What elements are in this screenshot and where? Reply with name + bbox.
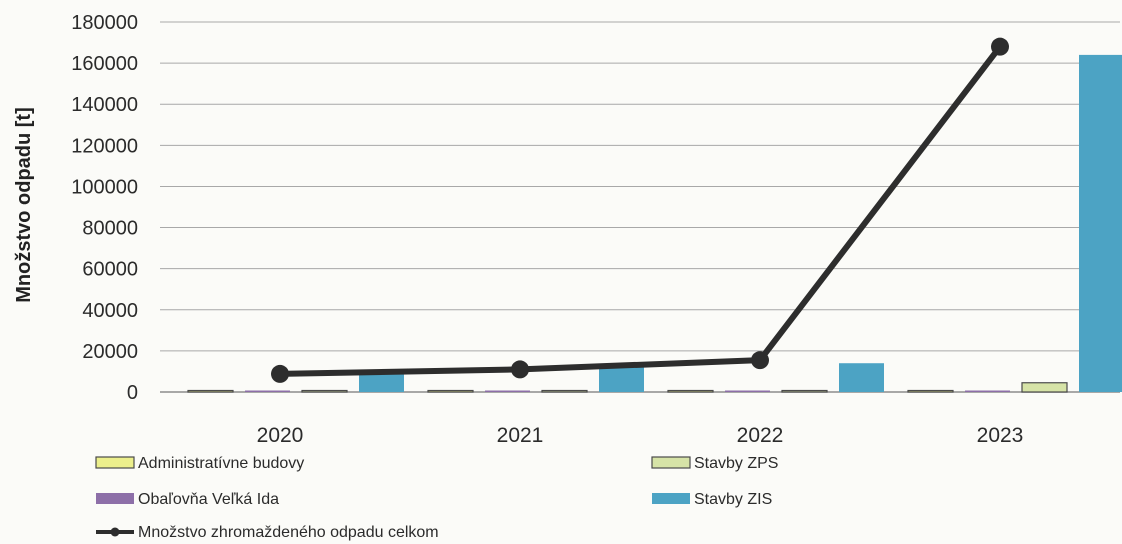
y-tick-label: 0 (127, 382, 138, 404)
bar-1-1 (485, 390, 530, 392)
x-tick-label: 2022 (737, 424, 784, 447)
legend-label-1: Obaľovňa Veľká Ida (138, 491, 279, 508)
bar-0-2 (667, 389, 714, 393)
legend-label-4: Množstvo zhromaždeného odpadu celkom (138, 524, 439, 541)
bar-1-2 (725, 390, 770, 392)
bar-0-1 (427, 389, 474, 393)
total-line-point-3 (991, 37, 1009, 56)
x-tick-label: 2021 (497, 424, 544, 447)
legend-swatch-0 (95, 456, 135, 469)
bar-3-2 (839, 363, 884, 392)
bar-2-2 (781, 389, 828, 393)
bar-2-3 (1021, 382, 1068, 393)
bar-1-0 (245, 390, 290, 392)
bar-3-1 (599, 367, 644, 392)
y-tick-label: 80000 (82, 218, 138, 240)
y-tick-label: 60000 (82, 259, 138, 281)
total-line (271, 37, 1009, 383)
bar-0-3 (907, 389, 954, 393)
total-line-point-2 (751, 351, 769, 370)
bar-1-3 (965, 390, 1010, 392)
y-axis-title: Množstvo odpadu [t] (13, 107, 35, 303)
total-line-point-0 (271, 364, 289, 383)
y-tick-label: 40000 (82, 300, 138, 322)
gridlines (160, 21, 1120, 352)
legend-label-0: Administratívne budovy (138, 455, 304, 472)
legend-swatch-1 (96, 493, 134, 504)
bars (187, 54, 1122, 393)
legend-line-marker (110, 527, 120, 537)
x-tick-label: 2020 (257, 424, 304, 447)
y-tick-label: 120000 (71, 135, 138, 157)
bar-2-1 (541, 389, 588, 393)
y-tick-label: 160000 (71, 53, 138, 75)
bar-3-0 (359, 374, 404, 392)
bar-3-3 (1079, 54, 1122, 393)
x-axis-ticks: 2020 2021 2022 2023 (257, 424, 1024, 447)
y-tick-label: 20000 (82, 341, 138, 363)
y-axis-ticks: 0 20000 40000 60000 80000 100000 120000 140000 1… (71, 12, 138, 404)
legend: Administratívne budovy Stavby ZPS Obaľovňa… (95, 455, 778, 541)
total-line-point-1 (511, 360, 529, 379)
bar-0-0 (187, 389, 234, 393)
y-tick-label: 140000 (71, 94, 138, 116)
legend-swatch-2 (651, 456, 691, 469)
y-tick-label: 100000 (71, 176, 138, 198)
bar-2-0 (301, 389, 348, 393)
x-tick-label: 2023 (977, 424, 1024, 447)
y-tick-label: 180000 (71, 12, 138, 34)
total-line-path (277, 43, 1003, 377)
legend-label-3: Stavby ZIS (694, 491, 772, 508)
legend-label-2: Stavby ZPS (694, 455, 778, 472)
legend-swatch-3 (652, 493, 690, 504)
